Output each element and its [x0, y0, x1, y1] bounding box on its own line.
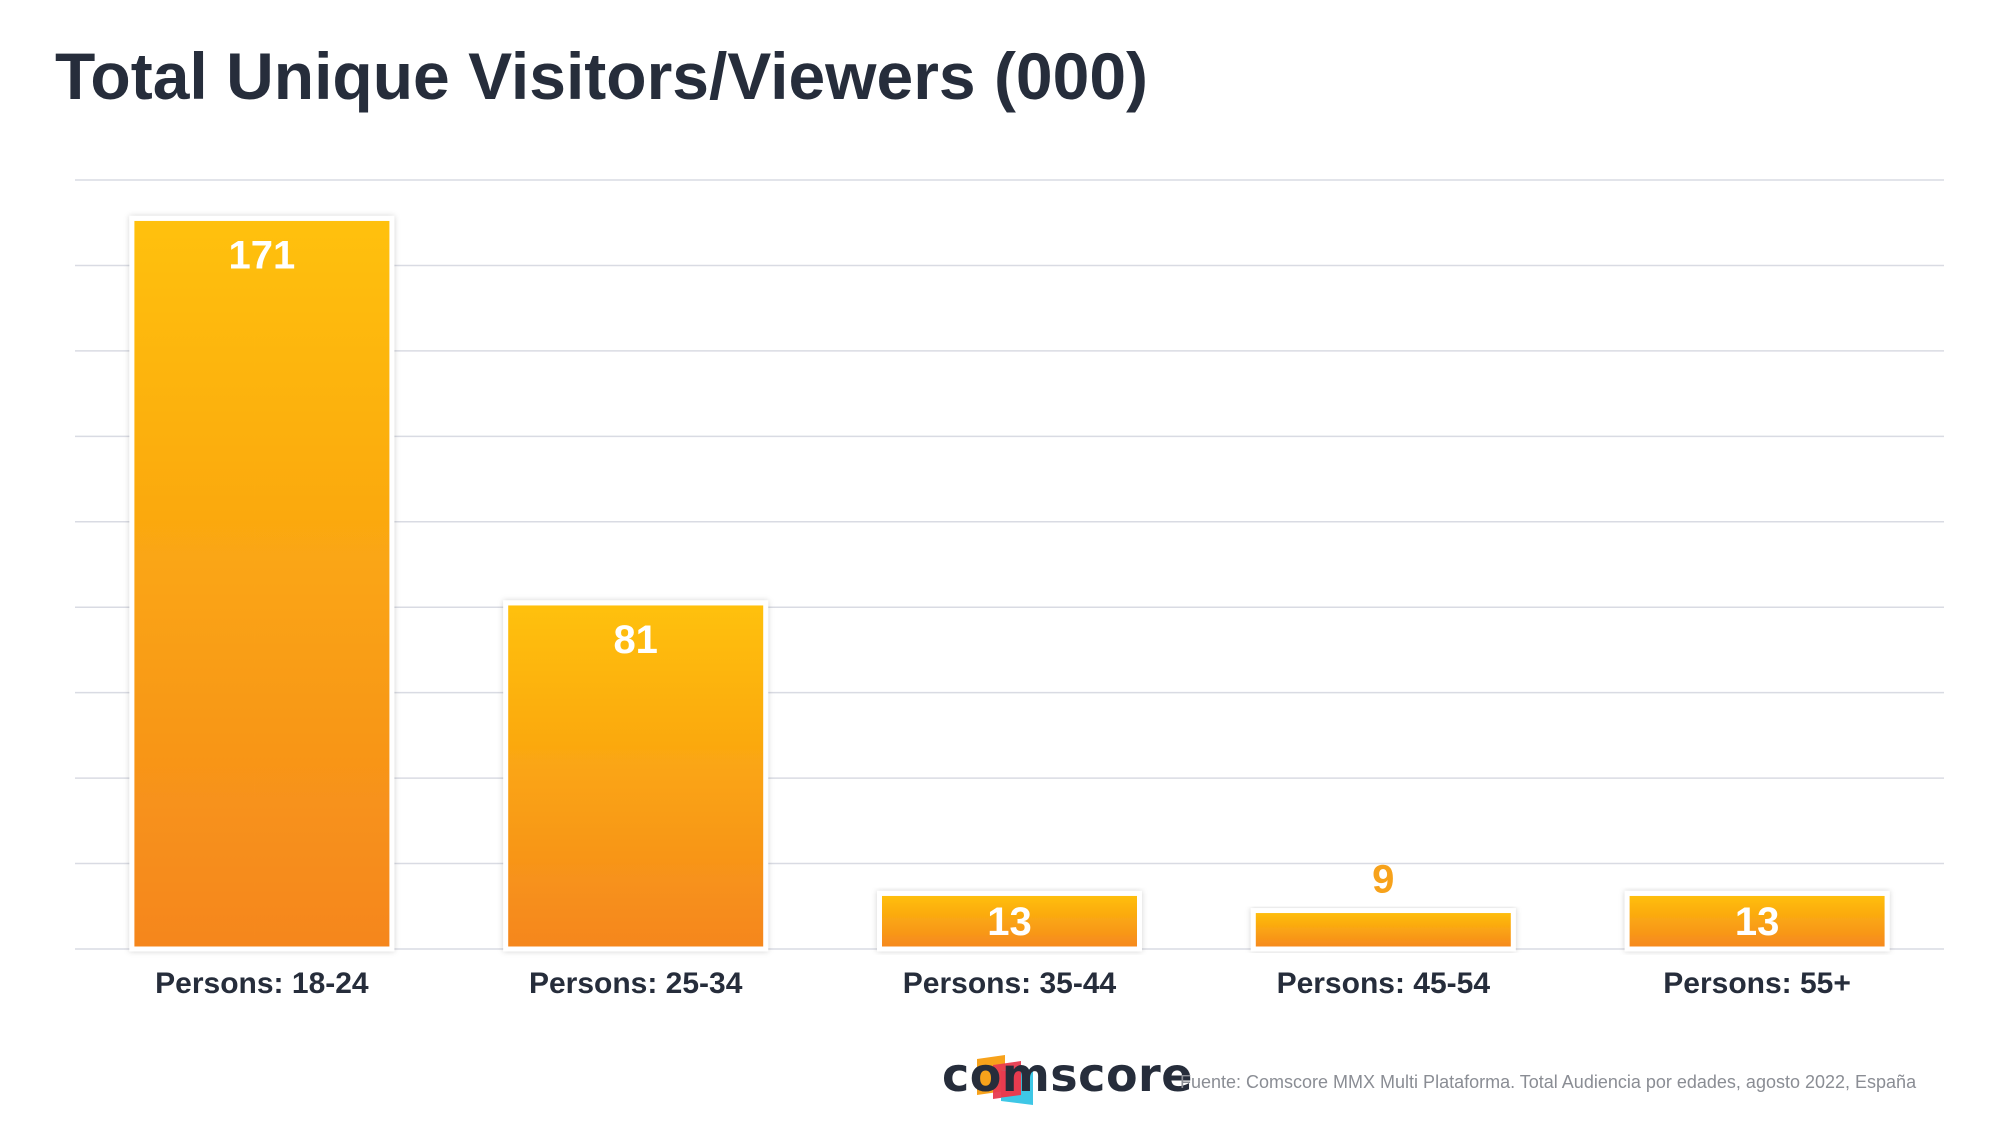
category-label: Persons: 45-54	[1277, 967, 1491, 1000]
category-label: Persons: 55+	[1663, 967, 1851, 1000]
data-label: 13	[1735, 900, 1780, 944]
value-labels: 171 81 13 9 13	[229, 233, 1780, 944]
data-label: 81	[613, 618, 658, 662]
source-note: Fuente: Comscore MMX Multi Plataforma. T…	[1180, 1072, 1917, 1092]
data-label: 171	[229, 233, 296, 277]
bar	[503, 600, 769, 952]
bars	[129, 215, 1890, 952]
category-label: Persons: 18-24	[155, 967, 369, 1000]
category-label: Persons: 35-44	[903, 967, 1117, 1000]
bar	[1250, 908, 1516, 952]
comscore-logo-icon	[977, 1055, 1033, 1105]
brand-name: comscore	[942, 1048, 1193, 1102]
bar	[1624, 890, 1890, 952]
category-label: Persons: 25-34	[529, 967, 743, 1000]
data-label: 13	[987, 900, 1032, 944]
category-labels: Persons: 18-24 Persons: 25-34 Persons: 35-…	[155, 967, 1851, 1000]
data-label: 9	[1372, 858, 1394, 902]
bar	[877, 890, 1142, 952]
bar	[129, 215, 395, 952]
chart-title: Total Unique Visitors/Viewers (000)	[55, 39, 1149, 113]
